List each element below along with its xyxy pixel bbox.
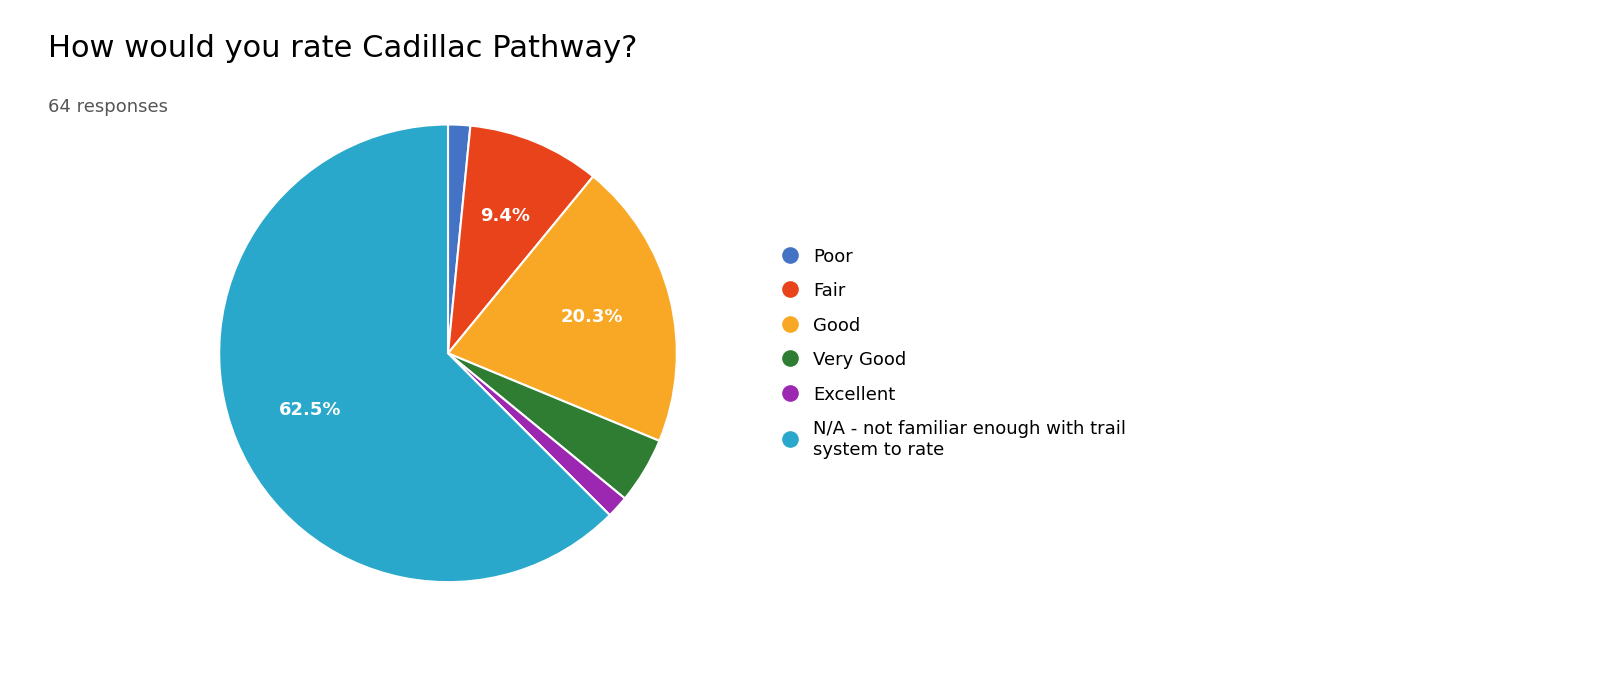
Text: 64 responses: 64 responses bbox=[48, 98, 168, 116]
Wedge shape bbox=[448, 125, 470, 353]
Text: 20.3%: 20.3% bbox=[562, 308, 624, 326]
Wedge shape bbox=[448, 126, 594, 353]
Wedge shape bbox=[219, 125, 610, 582]
Legend: Poor, Fair, Good, Very Good, Excellent, N/A - not familiar enough with trail
sys: Poor, Fair, Good, Very Good, Excellent, … bbox=[771, 239, 1136, 468]
Text: 62.5%: 62.5% bbox=[280, 401, 342, 419]
Text: How would you rate Cadillac Pathway?: How would you rate Cadillac Pathway? bbox=[48, 34, 637, 63]
Wedge shape bbox=[448, 176, 677, 441]
Wedge shape bbox=[448, 353, 659, 499]
Text: 9.4%: 9.4% bbox=[480, 207, 530, 225]
Wedge shape bbox=[448, 353, 626, 515]
